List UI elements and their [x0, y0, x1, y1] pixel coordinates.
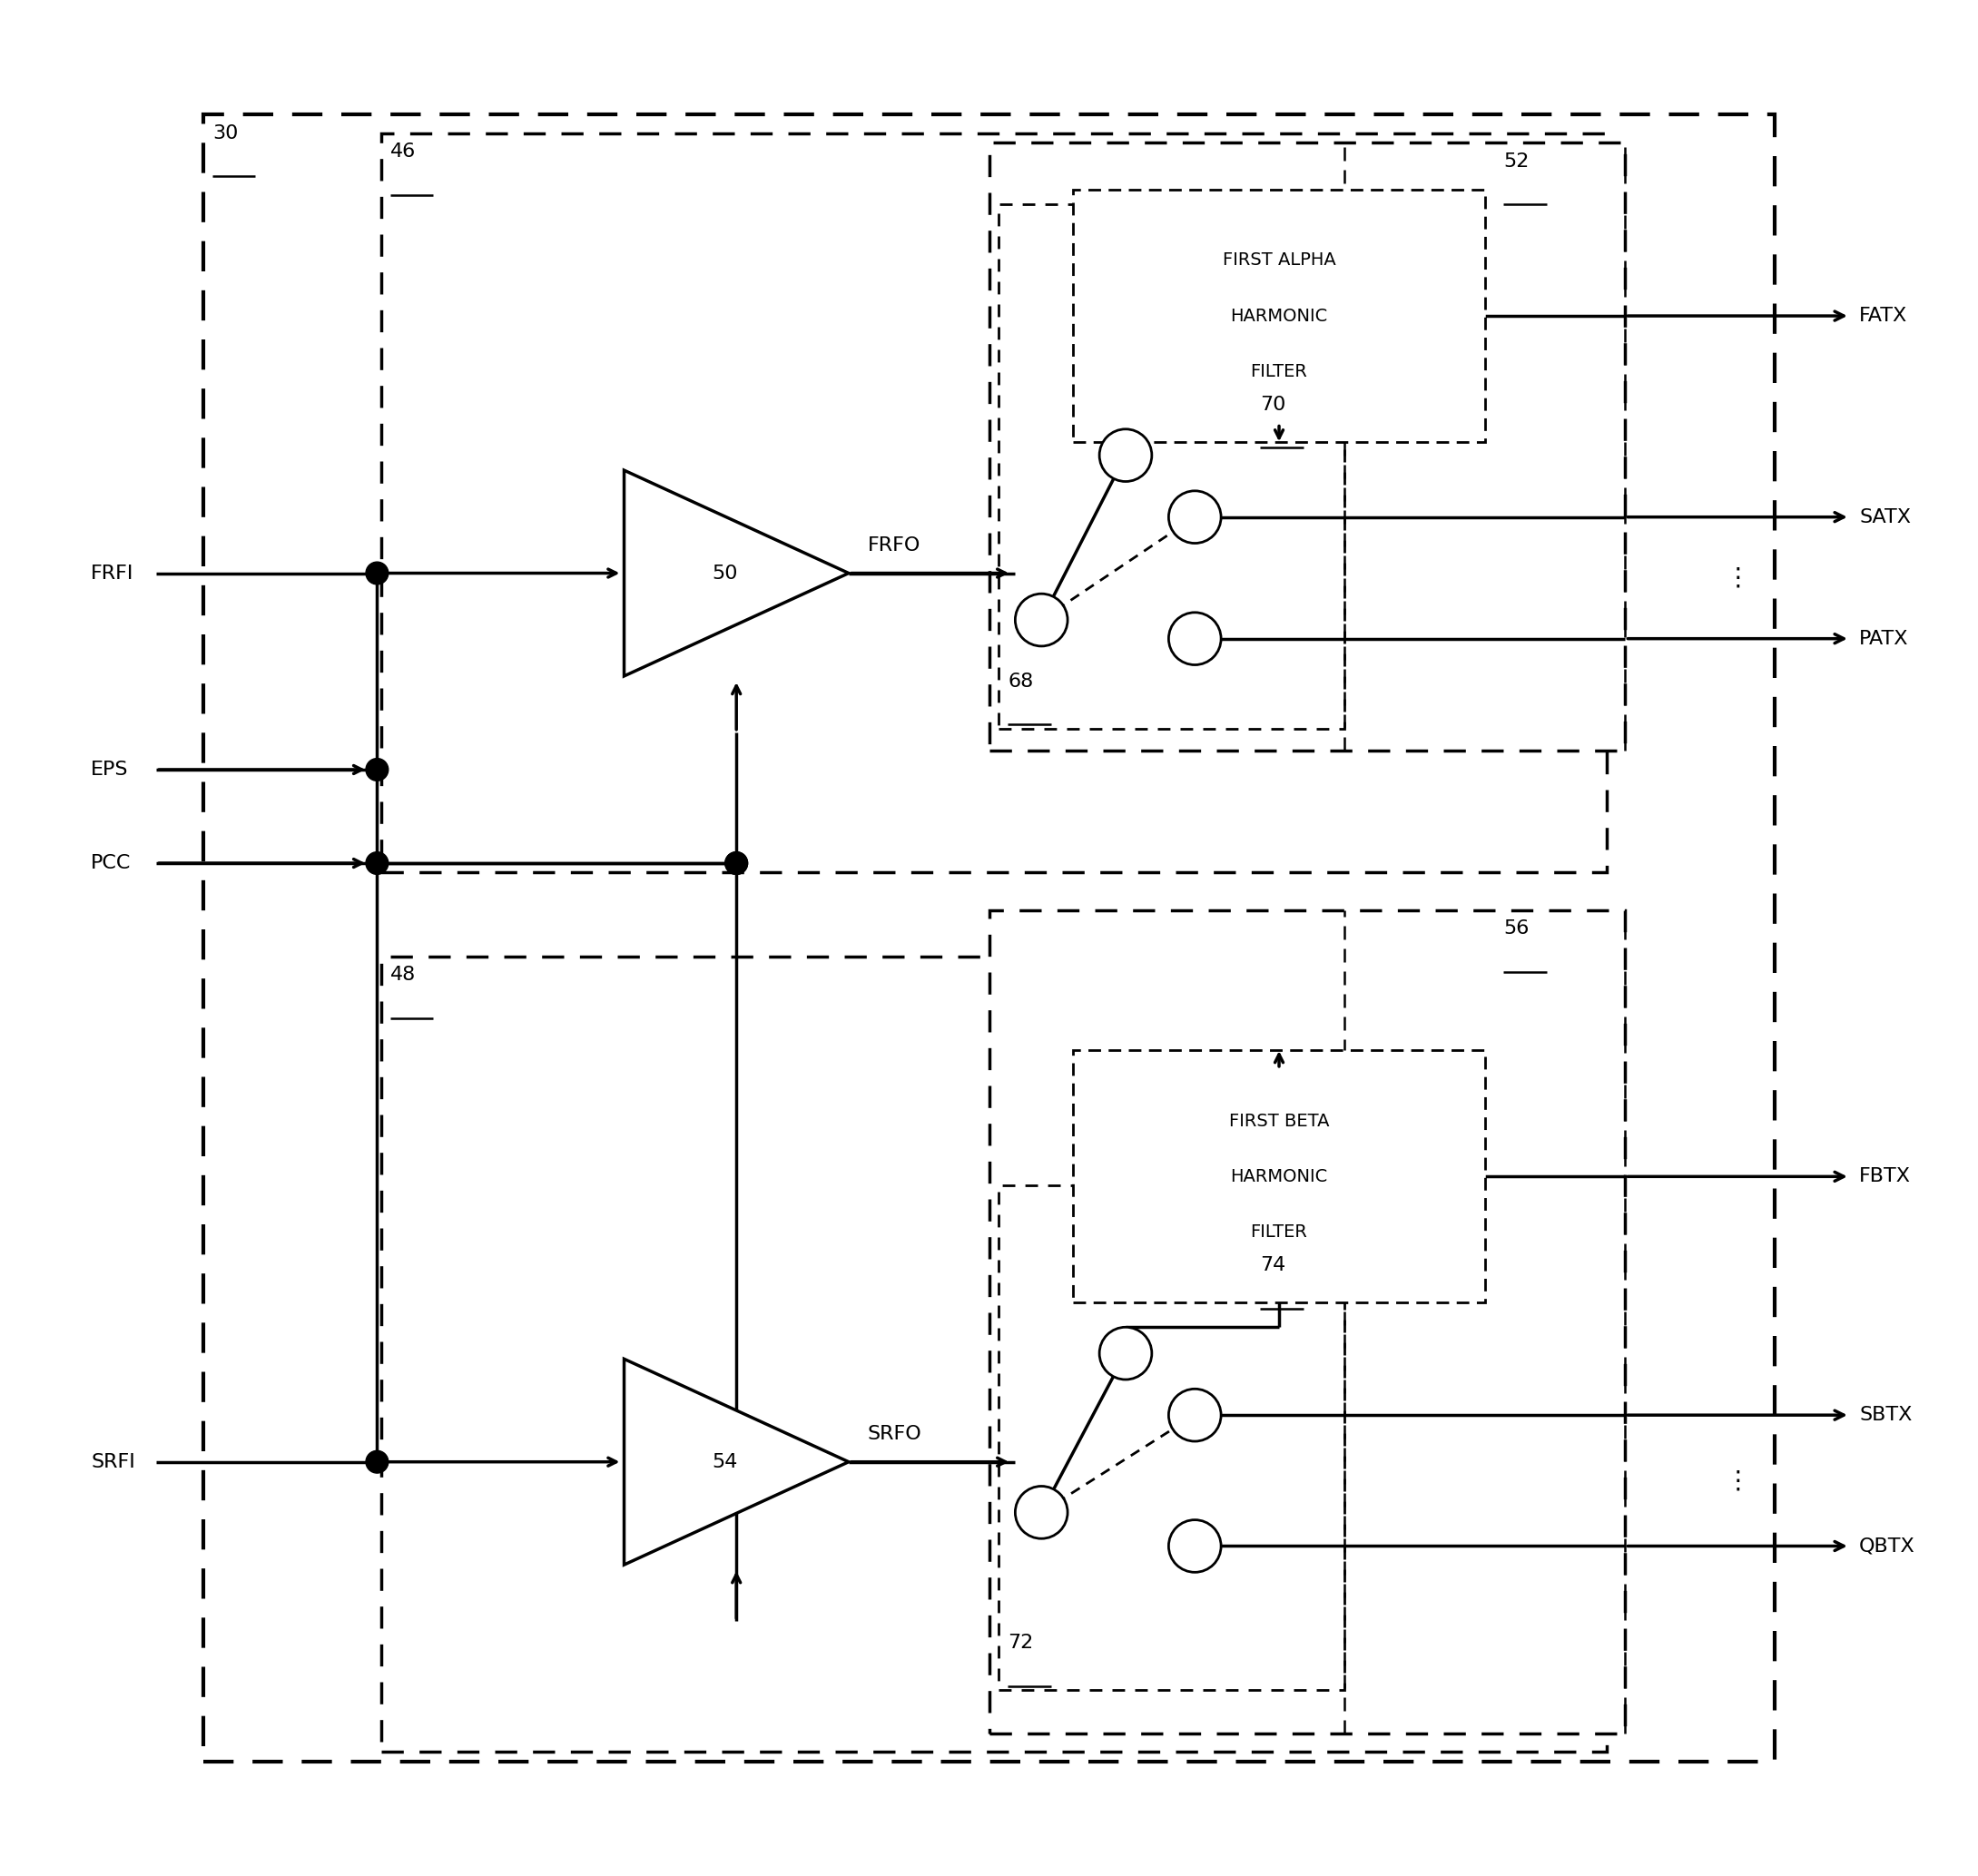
- Circle shape: [726, 852, 748, 874]
- Text: FILTER: FILTER: [1250, 1223, 1307, 1240]
- Circle shape: [1169, 612, 1220, 664]
- Text: ⋮: ⋮: [1725, 565, 1751, 591]
- Text: HARMONIC: HARMONIC: [1230, 308, 1327, 325]
- Text: 46: 46: [390, 143, 415, 161]
- Circle shape: [366, 563, 388, 585]
- Polygon shape: [625, 1358, 849, 1565]
- Text: 70: 70: [1260, 396, 1286, 413]
- Bar: [1074, 189, 1485, 443]
- Text: SRFO: SRFO: [868, 1426, 922, 1443]
- Bar: [1074, 1051, 1485, 1302]
- Text: PCC: PCC: [91, 854, 131, 872]
- Text: 72: 72: [1007, 1634, 1033, 1653]
- Bar: [999, 1186, 1345, 1690]
- Bar: [989, 910, 1626, 1733]
- Text: 48: 48: [390, 966, 415, 985]
- Text: PATX: PATX: [1859, 630, 1909, 647]
- Text: SATX: SATX: [1859, 508, 1911, 525]
- Text: FILTER: FILTER: [1250, 362, 1307, 381]
- Text: 68: 68: [1007, 672, 1033, 690]
- Circle shape: [366, 852, 388, 874]
- Polygon shape: [625, 471, 849, 675]
- Circle shape: [1100, 1326, 1151, 1379]
- Text: QBTX: QBTX: [1859, 1536, 1915, 1555]
- Text: FRFO: FRFO: [868, 537, 920, 555]
- Circle shape: [1169, 1388, 1220, 1441]
- Text: 30: 30: [212, 124, 237, 143]
- Bar: [382, 133, 1606, 872]
- Circle shape: [1169, 492, 1220, 544]
- Text: FATX: FATX: [1859, 308, 1907, 325]
- Circle shape: [366, 758, 388, 780]
- Text: SRFI: SRFI: [91, 1452, 135, 1471]
- Bar: [999, 204, 1345, 728]
- Text: EPS: EPS: [91, 760, 129, 779]
- Circle shape: [1100, 430, 1151, 482]
- Text: ⋮: ⋮: [1725, 1467, 1751, 1493]
- Circle shape: [366, 1450, 388, 1473]
- Bar: [382, 957, 1606, 1752]
- Bar: [204, 114, 1774, 1762]
- Text: FIRST ALPHA: FIRST ALPHA: [1222, 251, 1335, 268]
- Circle shape: [1169, 1520, 1220, 1572]
- Text: 74: 74: [1260, 1257, 1286, 1274]
- Text: 54: 54: [712, 1452, 738, 1471]
- Bar: [989, 143, 1626, 750]
- Text: SBTX: SBTX: [1859, 1405, 1913, 1424]
- Text: FIRST BETA: FIRST BETA: [1228, 1112, 1329, 1129]
- Circle shape: [1015, 593, 1068, 645]
- Text: 50: 50: [712, 565, 738, 582]
- Text: FBTX: FBTX: [1859, 1167, 1911, 1186]
- Text: FRFI: FRFI: [91, 565, 135, 582]
- Circle shape: [726, 852, 748, 874]
- Circle shape: [1015, 1486, 1068, 1538]
- Text: HARMONIC: HARMONIC: [1230, 1169, 1327, 1186]
- Text: 52: 52: [1503, 152, 1529, 171]
- Text: 56: 56: [1503, 919, 1529, 938]
